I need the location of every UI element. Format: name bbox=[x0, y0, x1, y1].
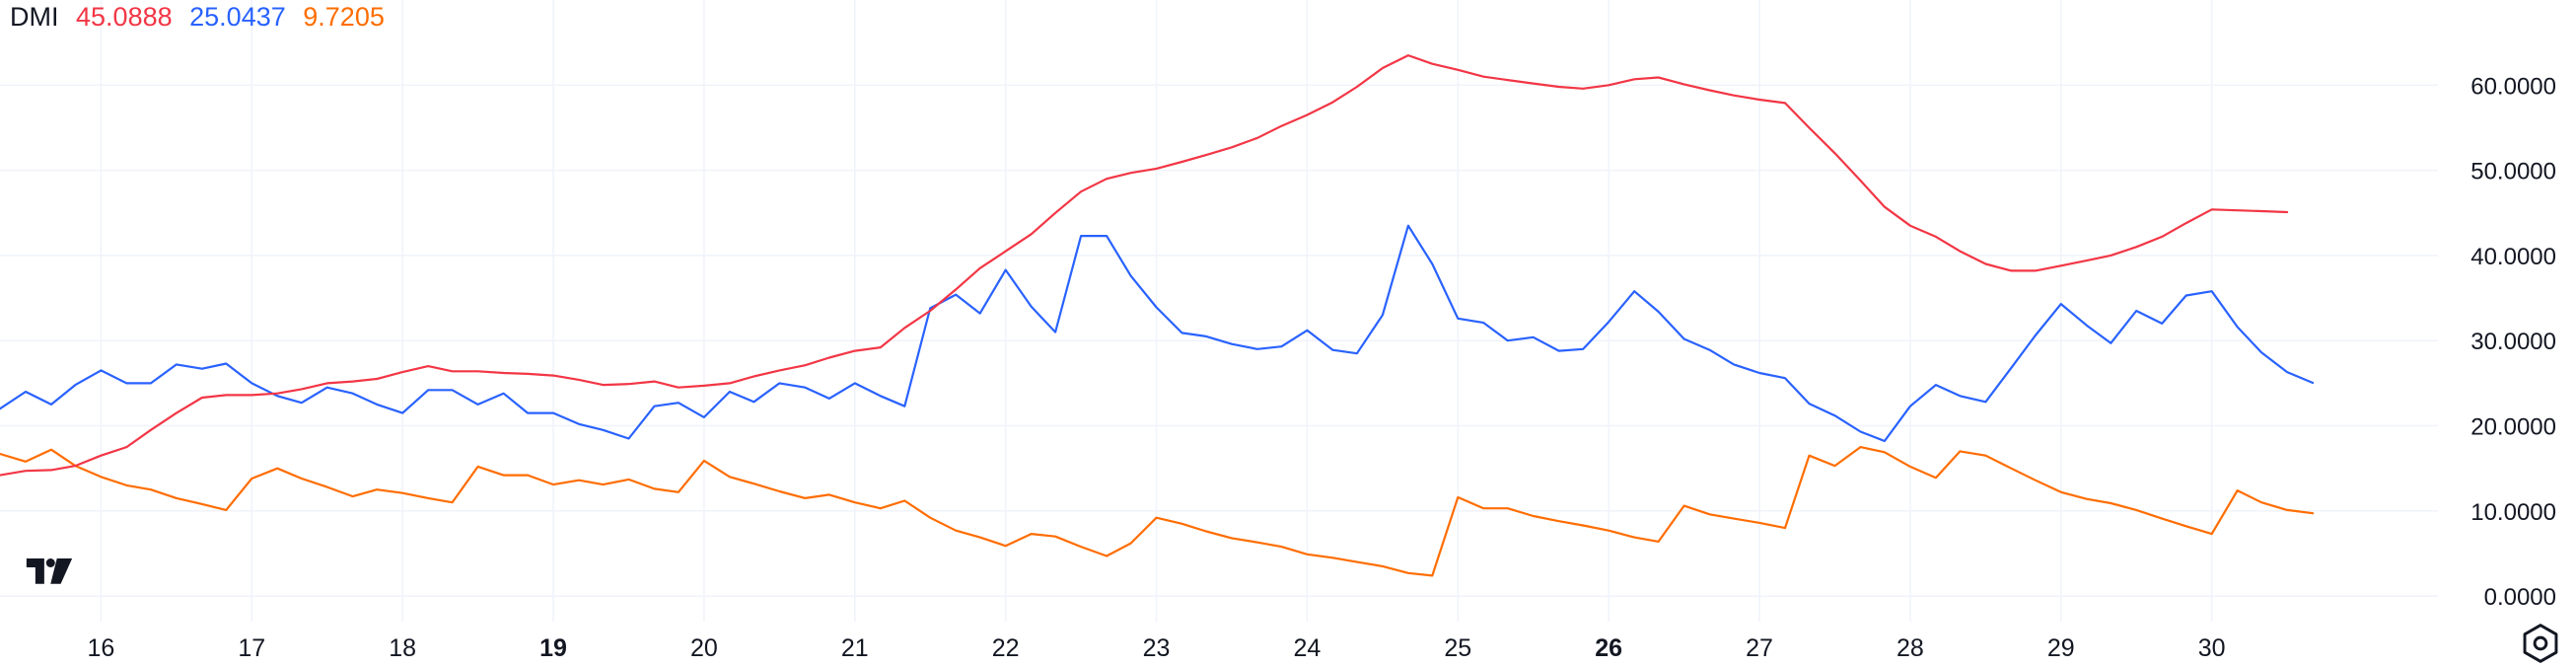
y-tick-label: 0.0000 bbox=[2484, 584, 2556, 611]
tradingview-logo-icon[interactable] bbox=[18, 558, 81, 594]
x-tick-label: 24 bbox=[1294, 634, 1322, 662]
x-tick-label: 21 bbox=[841, 634, 869, 662]
y-tick-label: 40.0000 bbox=[2470, 244, 2556, 270]
plus-di-line bbox=[0, 224, 2315, 443]
x-tick-label: 29 bbox=[2047, 634, 2075, 662]
chart-settings-icon[interactable] bbox=[2519, 622, 2562, 665]
indicator-name: DMI bbox=[10, 2, 59, 32]
y-axis: 0.0000 10.0000 20.0000 30.0000 40.0000 50.000… bbox=[2470, 73, 2556, 611]
x-tick-label: 16 bbox=[88, 634, 115, 662]
x-tick-label: 23 bbox=[1143, 634, 1171, 662]
x-axis: 16 17 18 19 20 21 22 23 24 25 26 27 28 29 30 bbox=[88, 634, 2226, 662]
x-tick-label: 18 bbox=[389, 634, 416, 662]
plus-di-value: 25.0437 bbox=[189, 2, 286, 32]
y-tick-label: 30.0000 bbox=[2470, 329, 2556, 355]
x-tick-label: 27 bbox=[1746, 634, 1773, 662]
y-tick-label: 60.0000 bbox=[2470, 73, 2556, 100]
x-tick-label: 19 bbox=[539, 634, 567, 662]
y-tick-label: 10.0000 bbox=[2470, 499, 2556, 526]
minus-di-line bbox=[0, 446, 2315, 577]
y-tick-label: 20.0000 bbox=[2470, 414, 2556, 441]
grid-lines bbox=[0, 0, 2438, 622]
x-tick-label: 22 bbox=[992, 634, 1020, 662]
y-tick-label: 50.0000 bbox=[2470, 159, 2556, 185]
x-tick-label: 17 bbox=[238, 634, 265, 662]
x-tick-label: 30 bbox=[2198, 634, 2226, 662]
x-tick-label: 28 bbox=[1896, 634, 1924, 662]
indicator-legend[interactable]: DMI 45.0888 25.0437 9.7205 bbox=[10, 2, 394, 33]
x-tick-label: 20 bbox=[690, 634, 718, 662]
series-layer bbox=[0, 54, 2315, 577]
minus-di-value: 9.7205 bbox=[303, 2, 385, 32]
adx-line bbox=[0, 54, 2289, 477]
adx-value: 45.0888 bbox=[76, 2, 173, 32]
x-tick-label: 25 bbox=[1444, 634, 1471, 662]
x-tick-label: 26 bbox=[1595, 634, 1622, 662]
